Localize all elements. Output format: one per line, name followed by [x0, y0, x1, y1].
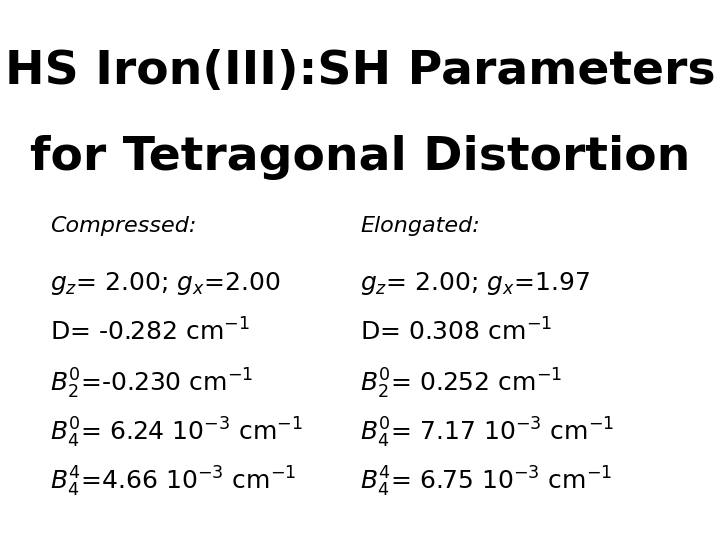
Text: $B_2^0$= 0.252 cm$^{-1}$: $B_2^0$= 0.252 cm$^{-1}$ [360, 367, 562, 401]
Text: $g_z$= 2.00; $g_x$=2.00: $g_z$= 2.00; $g_x$=2.00 [50, 270, 281, 297]
Text: $B_4^4$=4.66 10$^{-3}$ cm$^{-1}$: $B_4^4$=4.66 10$^{-3}$ cm$^{-1}$ [50, 464, 297, 498]
Text: D= -0.282 cm$^{-1}$: D= -0.282 cm$^{-1}$ [50, 319, 251, 346]
Text: $B_2^0$=-0.230 cm$^{-1}$: $B_2^0$=-0.230 cm$^{-1}$ [50, 367, 253, 401]
Text: Compressed:: Compressed: [50, 216, 197, 236]
Text: $g_z$= 2.00; $g_x$=1.97: $g_z$= 2.00; $g_x$=1.97 [360, 270, 590, 297]
Text: HS Iron(III):SH Parameters: HS Iron(III):SH Parameters [5, 49, 715, 93]
Text: for Tetragonal Distortion: for Tetragonal Distortion [30, 135, 690, 180]
Text: D= 0.308 cm$^{-1}$: D= 0.308 cm$^{-1}$ [360, 319, 552, 346]
Text: Elongated:: Elongated: [360, 216, 480, 236]
Text: $B_4^4$= 6.75 10$^{-3}$ cm$^{-1}$: $B_4^4$= 6.75 10$^{-3}$ cm$^{-1}$ [360, 464, 612, 498]
Text: $B_4^0$= 7.17 10$^{-3}$ cm$^{-1}$: $B_4^0$= 7.17 10$^{-3}$ cm$^{-1}$ [360, 416, 614, 450]
Text: $B_4^0$= 6.24 10$^{-3}$ cm$^{-1}$: $B_4^0$= 6.24 10$^{-3}$ cm$^{-1}$ [50, 416, 303, 450]
